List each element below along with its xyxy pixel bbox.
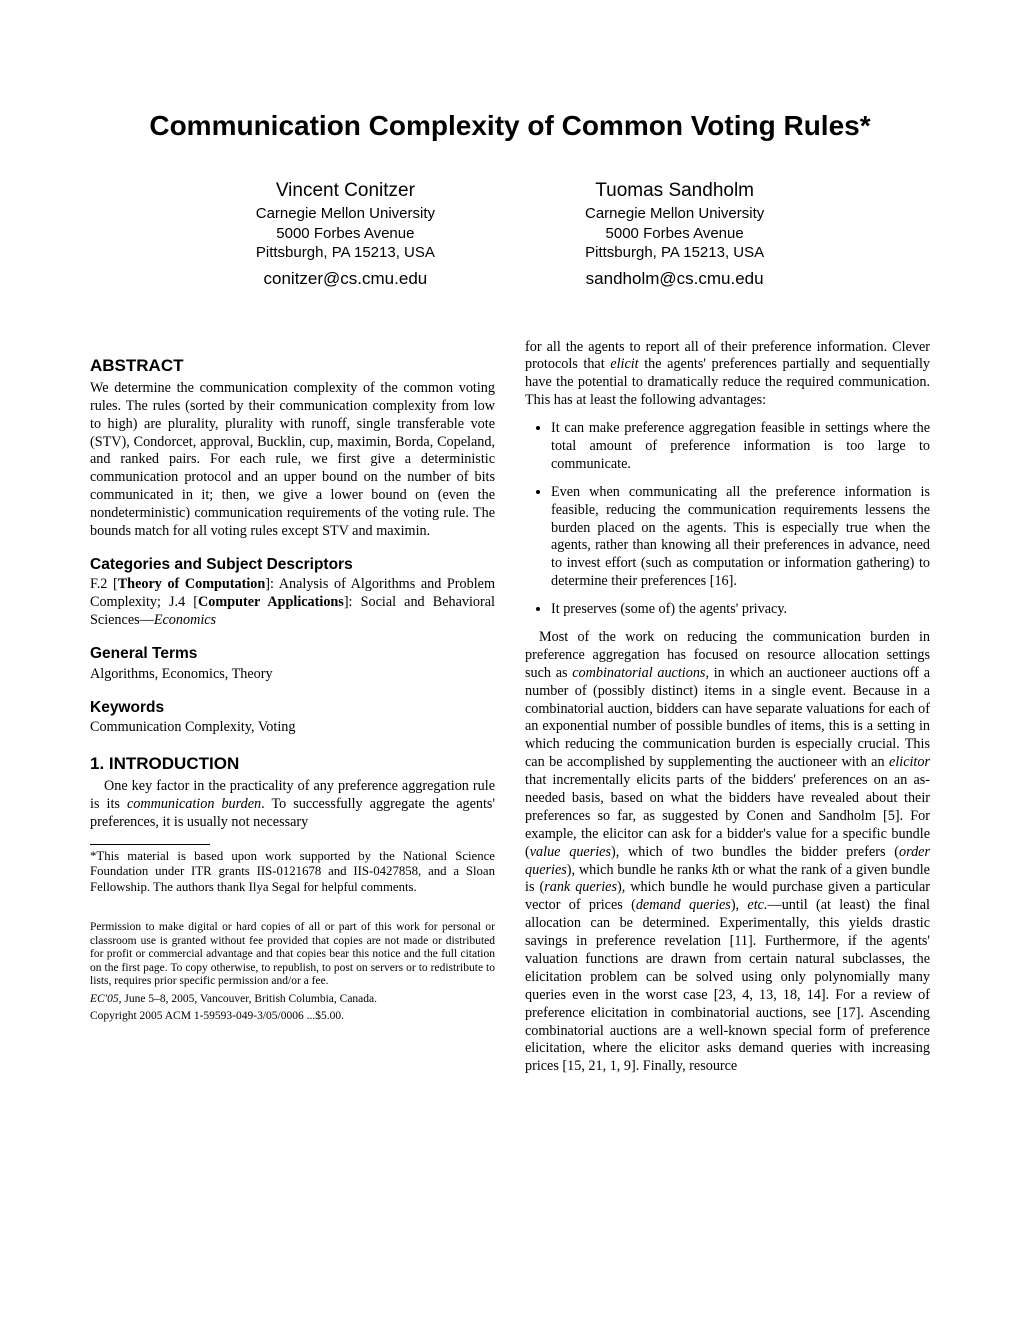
title-footnote-mark: * (860, 110, 871, 141)
author-address1: 5000 Forbes Avenue (256, 224, 435, 244)
left-column: ABSTRACT We determine the communication … (90, 339, 495, 1081)
authors-block: Vincent Conitzer Carnegie Mellon Univers… (90, 180, 930, 289)
two-column-body: ABSTRACT We determine the communication … (90, 339, 930, 1081)
author-2: Tuomas Sandholm Carnegie Mellon Universi… (585, 180, 764, 289)
abstract-heading: ABSTRACT (90, 355, 495, 376)
categories-text: F.2 [Theory of Computation]: Analysis of… (90, 576, 495, 630)
advantages-list: It can make preference aggregation feasi… (525, 420, 930, 619)
paper-page: Communication Complexity of Common Votin… (0, 0, 1020, 1140)
author-1: Vincent Conitzer Carnegie Mellon Univers… (256, 180, 435, 289)
right-column: for all the agents to report all of thei… (525, 339, 930, 1081)
author-address2: Pittsburgh, PA 15213, USA (585, 243, 764, 263)
abstract-text: We determine the communication complexit… (90, 380, 495, 541)
permission-block: Permission to make digital or hard copie… (90, 921, 495, 1024)
author-affiliation: Carnegie Mellon University (256, 204, 435, 224)
footnote-text: *This material is based upon work suppor… (90, 849, 495, 895)
paper-title: Communication Complexity of Common Votin… (90, 110, 930, 142)
categories-heading: Categories and Subject Descriptors (90, 555, 495, 575)
intro-para1: One key factor in the practicality of an… (90, 778, 495, 832)
footnote-rule (90, 844, 210, 845)
author-email: conitzer@cs.cmu.edu (256, 269, 435, 289)
conference-line: EC'05, June 5–8, 2005, Vancouver, Britis… (90, 993, 495, 1007)
author-address1: 5000 Forbes Avenue (585, 224, 764, 244)
bullet-3: It preserves (some of) the agents' priva… (551, 601, 930, 619)
keywords-heading: Keywords (90, 698, 495, 718)
author-address2: Pittsburgh, PA 15213, USA (256, 243, 435, 263)
title-text: Communication Complexity of Common Votin… (149, 110, 859, 141)
col2-para1: for all the agents to report all of thei… (525, 339, 930, 411)
copyright-line: Copyright 2005 ACM 1-59593-049-3/05/0006… (90, 1010, 495, 1024)
author-affiliation: Carnegie Mellon University (585, 204, 764, 224)
col2-para2: Most of the work on reducing the communi… (525, 629, 930, 1076)
permission-text: Permission to make digital or hard copie… (90, 921, 495, 989)
general-terms-text: Algorithms, Economics, Theory (90, 666, 495, 684)
bullet-2: Even when communicating all the preferen… (551, 484, 930, 591)
intro-heading: 1. INTRODUCTION (90, 753, 495, 774)
author-name: Tuomas Sandholm (585, 180, 764, 202)
author-email: sandholm@cs.cmu.edu (585, 269, 764, 289)
bullet-1: It can make preference aggregation feasi… (551, 420, 930, 474)
author-name: Vincent Conitzer (256, 180, 435, 202)
keywords-text: Communication Complexity, Voting (90, 719, 495, 737)
general-terms-heading: General Terms (90, 644, 495, 664)
